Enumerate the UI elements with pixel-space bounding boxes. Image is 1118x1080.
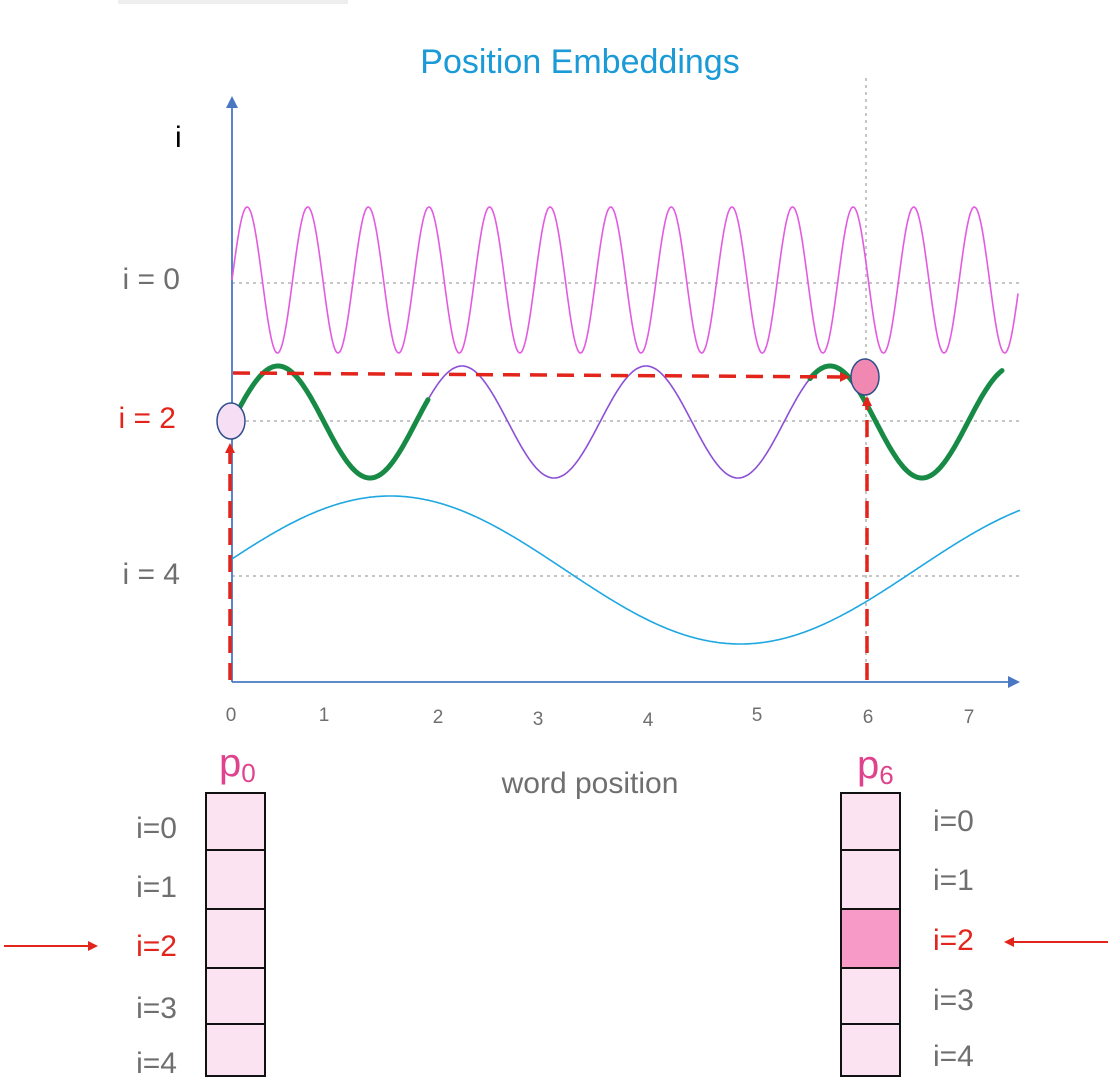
x-tick-6: 6 — [863, 707, 874, 728]
vector-p6-label-i4: i=4 — [933, 1040, 974, 1073]
vector-p0-label: p0 — [219, 741, 256, 788]
arrow-across-to-pos6 — [232, 371, 850, 382]
x-axis-label: word position — [501, 767, 679, 800]
vector-p6-cell-4 — [840, 1023, 901, 1077]
vector-p6-label-i2: i=2 — [933, 924, 974, 957]
vector-p6-subscript: 6 — [879, 760, 893, 790]
diagram-title: Position Embeddings — [420, 43, 739, 81]
vector-p0-label-i0: i=0 — [136, 812, 177, 845]
point-pos6-i2 — [850, 358, 880, 396]
point-pos0-i2 — [216, 402, 246, 440]
x-tick-2: 2 — [433, 707, 444, 728]
vector-p6-cell-0 — [840, 792, 901, 851]
vector-p0-label-i4: i=4 — [136, 1047, 177, 1080]
vector-p0-cell-2 — [205, 908, 266, 969]
curve-i2-highlight-end — [807, 363, 1005, 481]
y-axis-label: i — [175, 121, 182, 154]
x-tick-7: 7 — [964, 707, 975, 728]
vector-p6-cell-3 — [840, 967, 901, 1025]
vector-p6-cell-2 — [840, 908, 901, 969]
vector-p0-cell-0 — [205, 792, 266, 851]
vector-p0-label-i1: i=1 — [136, 871, 177, 904]
x-tick-0: 0 — [226, 705, 237, 726]
vector-p0-base: p — [219, 741, 241, 785]
vector-p0-cell-4 — [205, 1023, 266, 1077]
vector-p0-cell-1 — [205, 849, 266, 910]
vector-p0: p0 i=0 i=1 i=2 i=3 i=4 — [4, 741, 266, 1080]
curve-i2-highlight-start — [233, 363, 431, 481]
vector-p6-label-i1: i=1 — [933, 864, 974, 897]
vector-p6-label-i3: i=3 — [933, 984, 974, 1017]
vector-p0-subscript: 0 — [241, 758, 255, 788]
row-label-i4: i = 4 — [122, 558, 180, 591]
vector-p6-label-i0: i=0 — [933, 805, 974, 838]
top-bar-remnant — [118, 0, 348, 4]
x-tick-4: 4 — [643, 710, 654, 731]
curve-i4 — [231, 495, 1021, 645]
row-label-i0: i = 0 — [122, 263, 180, 296]
curve-i0 — [231, 206, 1019, 354]
vector-p6-base: p — [857, 743, 879, 787]
vector-p6: p6 i=0 i=1 i=2 i=3 i=4 — [840, 743, 1108, 1077]
vector-p0-cell-3 — [205, 967, 266, 1025]
row-label-i2: i = 2 — [118, 402, 176, 435]
vector-p0-label-i3: i=3 — [136, 992, 177, 1025]
x-tick-5: 5 — [752, 705, 763, 726]
vector-p6-cell-1 — [840, 849, 901, 910]
vector-p6-label: p6 — [857, 743, 894, 790]
vector-p0-label-i2: i=2 — [136, 930, 177, 963]
x-tick-3: 3 — [533, 709, 544, 730]
x-tick-1: 1 — [319, 705, 330, 726]
